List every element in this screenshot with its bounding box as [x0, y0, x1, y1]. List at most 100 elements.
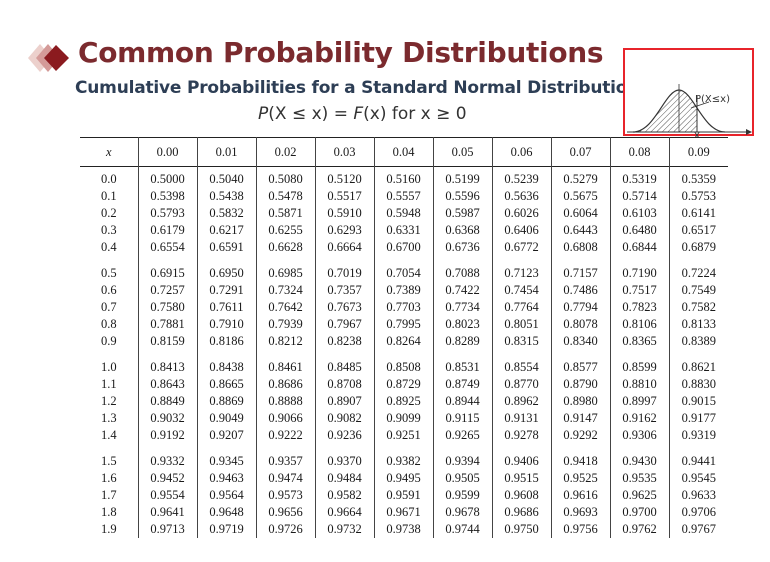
spacer-cell — [668, 256, 728, 265]
row-x-value: 0.6 — [100, 283, 117, 297]
probability-cell: 0.5199 — [432, 166, 492, 188]
probability-cell: 0.8186 — [196, 333, 256, 350]
spacer-cell — [80, 350, 138, 359]
curve-probability-label: P(X≤x) — [695, 94, 730, 105]
probability-cell: 0.9713 — [137, 521, 197, 538]
probability-cell: 0.9251 — [373, 427, 433, 444]
probability-cell: 0.5080 — [255, 166, 315, 188]
row-x-value: 0.9 — [100, 334, 117, 348]
probability-cell: 0.9693 — [550, 504, 610, 521]
probability-cell: 0.9236 — [314, 427, 374, 444]
probability-cell: 0.7881 — [137, 316, 197, 333]
probability-cell: 0.8830 — [668, 376, 728, 393]
row-x-value: 1.2 — [100, 394, 117, 408]
spacer-cell — [550, 444, 610, 453]
probability-cell: 0.7910 — [196, 316, 256, 333]
column-header: 0.05 — [432, 137, 492, 167]
probability-cell: 0.6293 — [314, 222, 374, 239]
probability-cell: 0.5948 — [373, 205, 433, 222]
probability-cell: 0.7257 — [137, 282, 197, 299]
probability-cell: 0.9192 — [137, 427, 197, 444]
column-header: 0.03 — [314, 137, 374, 167]
probability-cell: 0.5557 — [373, 188, 433, 205]
probability-cell: 0.6950 — [196, 265, 256, 282]
spacer-cell — [137, 444, 197, 453]
probability-cell: 0.5596 — [432, 188, 492, 205]
probability-cell: 0.9441 — [668, 453, 728, 470]
column-header: 0.02 — [255, 137, 315, 167]
probability-cell: 0.8264 — [373, 333, 433, 350]
probability-cell: 0.9162 — [609, 410, 669, 427]
probability-cell: 0.9265 — [432, 427, 492, 444]
probability-cell: 0.7157 — [550, 265, 610, 282]
probability-cell: 0.9525 — [550, 470, 610, 487]
probability-cell: 0.7190 — [609, 265, 669, 282]
spacer-cell — [432, 256, 492, 265]
row-x-value: 0.3 — [100, 223, 117, 237]
probability-cell: 0.9719 — [196, 521, 256, 538]
probability-cell: 0.9032 — [137, 410, 197, 427]
probability-cell: 0.8599 — [609, 359, 669, 376]
probability-cell: 0.5987 — [432, 205, 492, 222]
formula-f: F — [353, 104, 364, 124]
probability-cell: 0.9222 — [255, 427, 315, 444]
group-spacer — [80, 256, 728, 265]
probability-cell: 0.5000 — [137, 166, 197, 188]
probability-cell: 0.9744 — [432, 521, 492, 538]
row-x-value: 1.1 — [100, 377, 117, 391]
probability-cell: 0.8925 — [373, 393, 433, 410]
probability-cell: 0.8729 — [373, 376, 433, 393]
curve-axis-label: x — [694, 130, 700, 138]
probability-cell: 0.5871 — [255, 205, 315, 222]
probability-cell: 0.7422 — [432, 282, 492, 299]
probability-cell: 0.6480 — [609, 222, 669, 239]
row-x-value: 0.8 — [100, 317, 117, 331]
probability-cell: 0.9599 — [432, 487, 492, 504]
probability-cell: 0.5910 — [314, 205, 374, 222]
probability-cell: 0.9452 — [137, 470, 197, 487]
probability-cell: 0.9678 — [432, 504, 492, 521]
column-header: 0.00 — [137, 137, 197, 167]
slide-title: Common Probability Distributions — [78, 36, 604, 69]
probability-cell: 0.6141 — [668, 205, 728, 222]
probability-cell: 0.9564 — [196, 487, 256, 504]
formula-p: P — [258, 104, 269, 124]
probability-cell: 0.8315 — [491, 333, 551, 350]
probability-cell: 0.6026 — [491, 205, 551, 222]
probability-cell: 0.9382 — [373, 453, 433, 470]
row-x-value: 0.4 — [100, 240, 117, 254]
probability-cell: 0.9545 — [668, 470, 728, 487]
probability-cell: 0.9750 — [491, 521, 551, 538]
spacer-cell — [609, 256, 669, 265]
probability-cell: 0.8238 — [314, 333, 374, 350]
table-row: 1.6 0.9452 0.9463 0.9474 0.9484 0.9495 0.9505 0… — [80, 470, 728, 487]
probability-cell: 0.9099 — [373, 410, 433, 427]
probability-cell: 0.9616 — [550, 487, 610, 504]
probability-cell: 0.9633 — [668, 487, 728, 504]
table-body: 0.0 0.5000 0.5040 0.5080 0.5120 0.5160 0.5199 0… — [80, 166, 728, 538]
probability-cell: 0.9474 — [255, 470, 315, 487]
probability-cell: 0.7019 — [314, 265, 374, 282]
probability-cell: 0.9738 — [373, 521, 433, 538]
probability-cell: 0.6772 — [491, 239, 551, 256]
probability-cell: 0.8997 — [609, 393, 669, 410]
table-row: 0.0 0.5000 0.5040 0.5080 0.5120 0.5160 0.5199 0… — [80, 166, 728, 188]
probability-cell: 0.8159 — [137, 333, 197, 350]
probability-cell: 0.5279 — [550, 166, 610, 188]
probability-cell: 0.8980 — [550, 393, 610, 410]
table-row: 1.3 0.9032 0.9049 0.9066 0.9082 0.9099 0.9115 0… — [80, 410, 728, 427]
formula-end: (x) for x ≥ 0 — [363, 104, 467, 124]
probability-cell: 0.9066 — [255, 410, 315, 427]
row-x-value: 1.8 — [100, 505, 117, 519]
probability-cell: 0.7486 — [550, 282, 610, 299]
probability-cell: 0.9732 — [314, 521, 374, 538]
probability-cell: 0.6844 — [609, 239, 669, 256]
probability-cell: 0.9319 — [668, 427, 728, 444]
spacer-cell — [196, 256, 256, 265]
probability-cell: 0.9515 — [491, 470, 551, 487]
probability-cell: 0.9394 — [432, 453, 492, 470]
spacer-cell — [491, 350, 551, 359]
probability-cell: 0.9345 — [196, 453, 256, 470]
probability-cell: 0.8849 — [137, 393, 197, 410]
row-x-value: 0.2 — [100, 206, 117, 220]
